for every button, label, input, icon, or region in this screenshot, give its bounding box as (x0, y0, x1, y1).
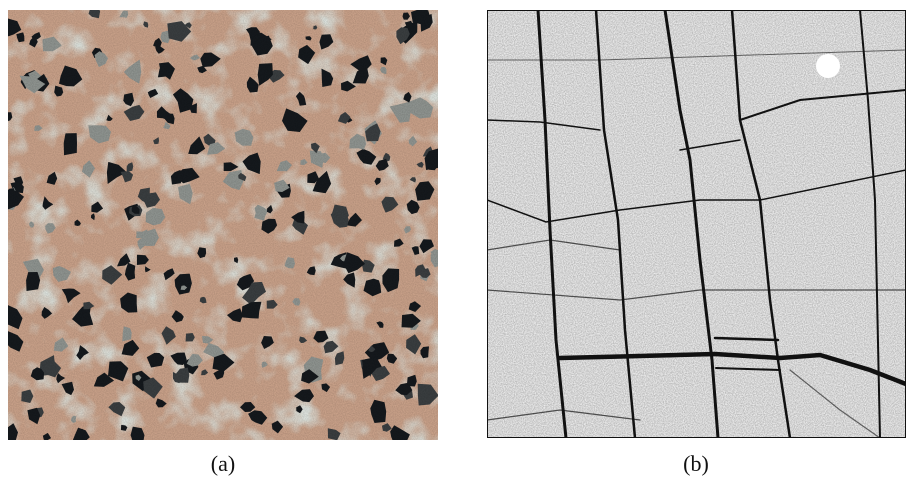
caption-b: (b) (683, 451, 709, 476)
granite-noise (8, 10, 438, 440)
crack-image (487, 10, 906, 438)
crack-hole (816, 54, 840, 78)
cracks (487, 10, 906, 438)
granite-image (8, 10, 438, 440)
caption-a: (a) (211, 451, 235, 476)
